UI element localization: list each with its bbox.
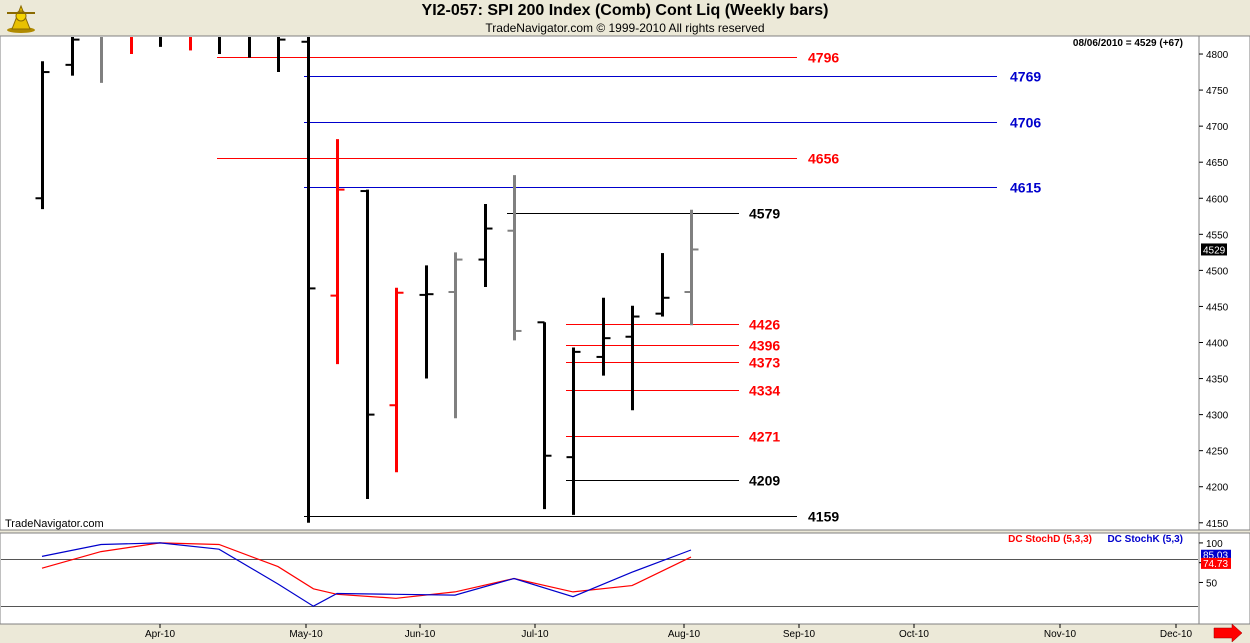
price-tick-label: 4700 xyxy=(1206,122,1229,133)
level-label: 4271 xyxy=(749,429,780,445)
oscillator-axis-panel xyxy=(1198,532,1250,625)
last-price-marker xyxy=(1201,243,1227,256)
oscillator-legend-entry: DC StochK (5,3) xyxy=(1107,534,1183,545)
oscillator-tick-label: 50 xyxy=(1206,578,1218,589)
x-tick-label: Apr-10 xyxy=(145,629,175,640)
level-label: 4426 xyxy=(749,317,780,333)
ohlc-bar xyxy=(419,265,434,379)
ohlc-bar xyxy=(448,252,463,419)
chart-subtitle: TradeNavigator.com © 1999-2010 All right… xyxy=(485,21,765,35)
tradenavigator-logo-icon xyxy=(7,4,35,33)
oscillator-last-value-label: 74.73 xyxy=(1203,559,1228,570)
oscillator-series-line xyxy=(41,542,692,607)
ohlc-bar xyxy=(277,37,286,73)
level-label: 4579 xyxy=(749,206,780,222)
ohlc-bar xyxy=(478,204,493,287)
price-tick-label: 4650 xyxy=(1206,158,1229,169)
x-tick-label: Nov-10 xyxy=(1044,629,1077,640)
ohlc-bar xyxy=(655,253,670,317)
price-tick-label: 4500 xyxy=(1206,266,1229,277)
price-readout: 08/06/2010 = 4529 (+67) xyxy=(1073,38,1183,49)
level-label: 4209 xyxy=(749,473,780,489)
price-panel xyxy=(0,35,1200,531)
ohlc-bar xyxy=(35,61,50,210)
x-tick-label: Aug-10 xyxy=(668,629,701,640)
x-tick-label: Oct-10 xyxy=(899,629,929,640)
oscillator-last-value-marker xyxy=(1201,557,1231,569)
price-tick-label: 4150 xyxy=(1206,519,1229,530)
level-label: 4334 xyxy=(749,383,780,399)
level-label: 4796 xyxy=(808,50,839,66)
oscillator-last-value-label: 85.03 xyxy=(1203,551,1228,562)
x-tick-label: Jul-10 xyxy=(521,629,549,640)
price-tick-label: 4350 xyxy=(1206,375,1229,386)
ohlc-bar xyxy=(360,189,375,499)
scroll-right-button[interactable] xyxy=(1213,623,1243,643)
ohlc-bar xyxy=(684,209,699,326)
level-label: 4159 xyxy=(808,509,839,525)
level-label: 4769 xyxy=(1010,69,1041,85)
x-tick-label: Sep-10 xyxy=(783,629,816,640)
price-tick-label: 4200 xyxy=(1206,483,1229,494)
price-tick-label: 4300 xyxy=(1206,411,1229,422)
level-label: 4396 xyxy=(749,338,780,354)
ohlc-bar xyxy=(248,37,251,58)
ohlc-bar xyxy=(130,37,133,55)
price-tick-label: 4450 xyxy=(1206,302,1229,313)
price-tick-label: 4800 xyxy=(1206,50,1229,61)
ohlc-bar xyxy=(625,305,640,411)
last-price-label: 4529 xyxy=(1203,245,1226,256)
oscillator-panel xyxy=(0,532,1200,625)
ohlc-bar xyxy=(566,347,581,515)
price-axis-panel xyxy=(1198,35,1250,531)
price-tick-label: 4750 xyxy=(1206,86,1229,97)
ohlc-bar xyxy=(596,297,611,376)
level-label: 4656 xyxy=(808,151,839,167)
ohlc-bar xyxy=(330,139,345,365)
price-tick-label: 4250 xyxy=(1206,447,1229,458)
level-label: 4706 xyxy=(1010,115,1041,131)
x-tick-label: May-10 xyxy=(289,629,323,640)
ohlc-bar xyxy=(189,37,192,51)
ohlc-bar xyxy=(100,37,103,83)
ohlc-bar xyxy=(537,321,552,510)
ohlc-bar xyxy=(218,37,221,55)
price-tick-label: 4600 xyxy=(1206,194,1229,205)
ohlc-bar xyxy=(389,287,404,473)
chart-title: YI2-057: SPI 200 Index (Comb) Cont Liq (… xyxy=(421,2,829,19)
level-label: 4615 xyxy=(1010,180,1041,196)
price-tick-label: 4550 xyxy=(1206,230,1229,241)
oscillator-last-value-marker xyxy=(1201,549,1231,561)
x-tick-label: Jun-10 xyxy=(405,629,436,640)
ohlc-bar xyxy=(507,175,522,341)
ohlc-bar xyxy=(65,37,80,76)
watermark: TradeNavigator.com xyxy=(5,518,104,530)
oscillator-legend-entry: DC StochD (5,3,3) xyxy=(1008,534,1092,545)
x-tick-label: Dec-10 xyxy=(1160,629,1193,640)
oscillator-tick-label: 100 xyxy=(1206,539,1223,550)
price-tick-label: 4400 xyxy=(1206,338,1229,349)
ohlc-bar xyxy=(301,37,316,523)
level-label: 4373 xyxy=(749,355,780,371)
